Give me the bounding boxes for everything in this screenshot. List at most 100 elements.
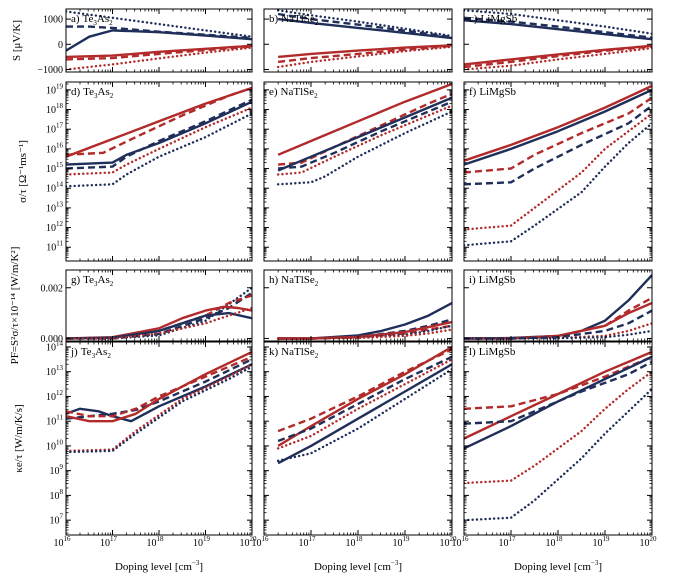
x-axis-label-close: ] xyxy=(598,561,602,573)
x-tick-base: 10 xyxy=(100,538,110,549)
series-red-dotted xyxy=(464,46,652,71)
x-tick-base: 10 xyxy=(546,538,556,549)
material-name: LiMgSb xyxy=(479,346,516,358)
y-tick-base: 10 xyxy=(46,367,56,378)
series-red-dashed xyxy=(66,45,252,61)
series-blue-dashed xyxy=(464,104,652,186)
panel-letter: j) xyxy=(70,346,78,358)
y-tick-exp: 16 xyxy=(56,141,64,149)
x-tick-exp: 19 xyxy=(603,535,611,543)
material-sub: 2 xyxy=(109,19,113,27)
y-axis-label-pf: PF=S²σ/τ×10⁻¹⁴ [W/m/K²] xyxy=(9,247,21,365)
series-blue-dashed xyxy=(278,100,452,170)
x-axis-label-sup: −3 xyxy=(391,559,399,567)
y-tick-exp: 14 xyxy=(56,181,64,189)
series-blue-solid xyxy=(464,19,652,41)
series-blue-solid xyxy=(278,301,452,340)
y-tick-exp: 14 xyxy=(56,339,64,347)
x-tick-label: 1019 xyxy=(393,535,411,549)
panel-pf-2: h) NaTlSe2 xyxy=(263,269,453,342)
y-tick-exp: 7 xyxy=(60,513,64,521)
y-tick-exp: 19 xyxy=(56,82,64,90)
series-blue-solid xyxy=(277,96,452,172)
x-tick-label: 1020 xyxy=(440,535,458,549)
y-tick-value: 0 xyxy=(58,40,63,51)
x-axis-label-close: ] xyxy=(398,561,402,573)
panel-label: i) LiMgSb xyxy=(469,274,516,286)
y-tick-base: 10 xyxy=(46,223,56,234)
x-axis-label: Doping level [cm−3] xyxy=(314,559,402,573)
y-axis-label-sigma: σ/τ [Ω⁻¹ms⁻¹] xyxy=(17,140,29,203)
x-axis-label-text: Doping level [cm xyxy=(514,561,591,573)
series-red-dashed xyxy=(464,96,652,174)
y-tick-base: 10 xyxy=(46,417,56,428)
y-tick-label: 1016 xyxy=(46,141,64,155)
y-tick-label: 0.000 xyxy=(41,334,64,345)
y-tick-base: 10 xyxy=(46,105,56,116)
y-tick-value: 0.002 xyxy=(41,283,64,294)
series-blue-solid xyxy=(464,88,652,166)
series-red-solid xyxy=(464,350,652,440)
y-tick-base: 10 xyxy=(46,164,56,175)
material-name: LiMgSb xyxy=(479,86,516,98)
axes-frame xyxy=(463,81,653,262)
y-axis-label-seebeck: S [μV/K] xyxy=(11,20,23,61)
x-tick-exp: 18 xyxy=(556,535,564,543)
x-axis-label-sup: −3 xyxy=(192,559,200,567)
material-name: Te xyxy=(83,86,94,98)
x-axis-label: Doping level [cm−3] xyxy=(514,559,602,573)
y-tick-label: 1011 xyxy=(46,240,63,254)
series-blue-dotted xyxy=(66,10,252,38)
panel-label: b) NaTlSe2 xyxy=(269,13,319,27)
series-blue-solid xyxy=(66,29,252,52)
material-name: Te xyxy=(83,274,94,286)
x-tick-label: 1016 xyxy=(452,535,470,549)
panel-label: j) Te3As2 xyxy=(70,346,111,360)
series-blue-solid xyxy=(277,363,452,465)
series-red-dotted xyxy=(276,358,452,450)
y-axis-label-kappa: κe/τ [W/m/K/s] xyxy=(13,404,25,472)
y-tick-base: 10 xyxy=(50,466,60,477)
series-red-dashed xyxy=(66,355,252,418)
y-tick-exp: 11 xyxy=(56,240,63,248)
panel-letter: d) xyxy=(71,86,81,98)
material-name-2: As xyxy=(97,13,109,25)
axes-frame xyxy=(65,341,253,536)
panel-letter: g) xyxy=(71,274,81,286)
panel-letter: i) xyxy=(469,274,476,286)
series-blue-solid xyxy=(66,100,252,166)
series-blue-dotted xyxy=(66,112,252,188)
x-tick-base: 10 xyxy=(393,538,403,549)
y-tick-exp: 11 xyxy=(56,414,63,422)
panel-label: d) Te3As2 xyxy=(71,86,114,100)
panel-sigma-3: f) LiMgSb xyxy=(463,81,653,262)
y-tick-label: 107 xyxy=(50,513,64,527)
series-blue-dotted xyxy=(464,329,652,340)
panel-seebeck-3: c) LiMgSb xyxy=(463,8,653,73)
x-tick-label: 1018 xyxy=(546,535,564,549)
series-red-solid xyxy=(277,82,452,156)
series-blue-dashed xyxy=(464,360,652,425)
panel-letter: a) xyxy=(71,13,80,25)
series-blue-dotted xyxy=(276,9,452,38)
series-red-dashed xyxy=(277,348,452,433)
x-tick-label: 1017 xyxy=(499,535,517,549)
y-tick-label: 1012 xyxy=(46,389,64,403)
material-name: Te xyxy=(83,13,94,25)
y-tick-label: 1013 xyxy=(46,364,64,378)
y-tick-base: 10 xyxy=(46,203,56,214)
material-sub: 3 xyxy=(93,19,97,27)
material-name: NaTlSe xyxy=(281,274,315,286)
series-red-dotted xyxy=(66,306,252,340)
x-tick-exp: 18 xyxy=(356,535,364,543)
material-sub: 2 xyxy=(315,352,319,360)
y-tick-base: 10 xyxy=(46,85,56,96)
series-red-dotted xyxy=(276,45,452,69)
x-tick-exp: 19 xyxy=(403,535,411,543)
material-name: LiMgSb xyxy=(479,274,516,286)
material-name: LiMgSb xyxy=(481,13,518,25)
series-blue-dotted xyxy=(464,387,652,522)
y-tick-label: 1017 xyxy=(46,122,64,136)
x-tick-base: 10 xyxy=(593,538,603,549)
panel-seebeck-1: 1000 0 −1000 a) Te3As2 xyxy=(37,8,253,76)
